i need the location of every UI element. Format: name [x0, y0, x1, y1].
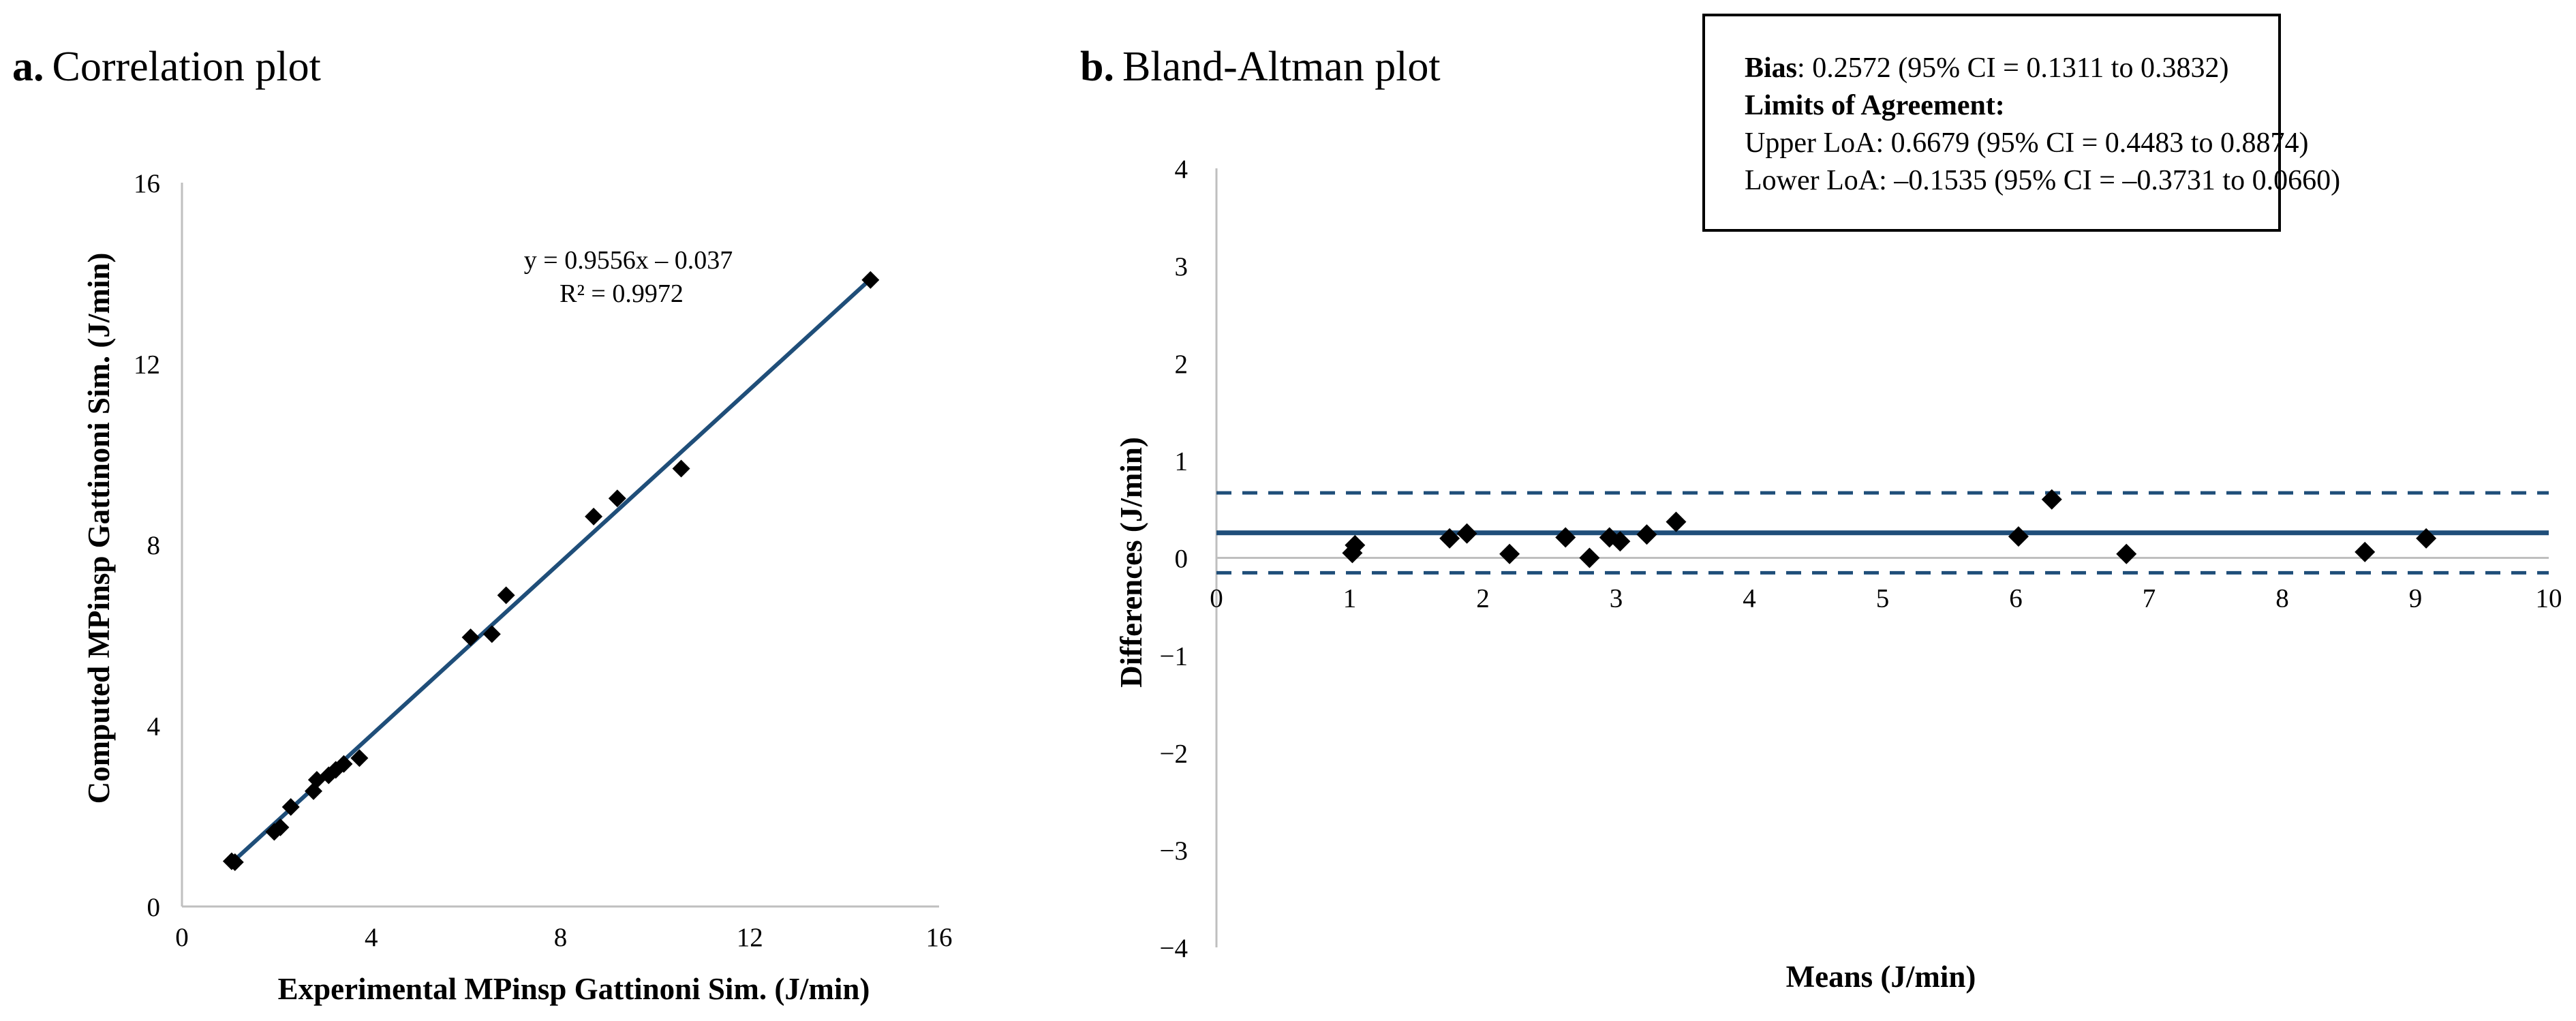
bland-altman-y-tick-label: 1 [1175, 447, 1189, 476]
bias-label: Bias [1745, 52, 1797, 84]
upper-loa-text: Upper LoA: 0.6679 (95% CI = 0.4483 to 0.… [1745, 127, 2308, 159]
loa-heading: Limits of Agreement: [1745, 90, 2005, 121]
bland-altman-point [1439, 528, 1460, 549]
panel-a-heading: a. Correlation plot [12, 44, 321, 90]
correlation-point [226, 853, 244, 871]
bland-altman-point [1456, 523, 1477, 544]
bland-altman-y-axis-title: Differences (J/min) [1114, 437, 1148, 688]
bland-altman-x-axis-title: Means (J/min) [1786, 960, 1976, 994]
correlation-y-tick-label: 8 [147, 531, 161, 560]
correlation-y-axis-title: Computed MPinsp Gattinoni Sim. (J/min) [82, 253, 116, 804]
bland-altman-point [1499, 543, 1520, 564]
panel-a-letter: a. [12, 44, 44, 90]
correlation-x-tick-label: 4 [365, 923, 378, 952]
bland-altman-x-tick-label: 2 [1476, 584, 1490, 613]
bland-altman-x-tick-label: 3 [1610, 584, 1623, 613]
correlation-point [461, 628, 480, 647]
correlation-point [585, 507, 603, 525]
bland-altman-y-tick-label: −1 [1160, 641, 1189, 671]
correlation-point [350, 749, 369, 767]
bland-altman-point [2355, 541, 2376, 562]
bland-altman-point [2116, 543, 2137, 564]
correlation-y-tick-labels: 0 4 8 12 16 [134, 169, 160, 922]
correlation-x-axis-title: Experimental MPinsp Gattinoni Sim. (J/mi… [278, 972, 870, 1006]
correlation-point [861, 271, 880, 289]
bland-altman-point [1345, 534, 1366, 555]
correlation-points [222, 271, 880, 871]
bland-altman-x-tick-label: 9 [2409, 584, 2423, 613]
bland-altman-x-tick-label: 0 [1210, 584, 1223, 613]
bland-altman-point [1610, 531, 1631, 552]
panel-b-letter: b. [1080, 44, 1114, 90]
bland-altman-x-tick-label: 7 [2143, 584, 2156, 613]
bland-altman-y-tick-label: −2 [1160, 739, 1189, 768]
correlation-x-tick-label: 8 [554, 923, 568, 952]
correlation-x-tick-label: 12 [737, 923, 763, 952]
correlation-y-tick-label: 0 [147, 893, 161, 922]
bland-altman-x-tick-label: 10 [2536, 584, 2562, 613]
bland-altman-point [2416, 528, 2437, 549]
correlation-point [608, 489, 626, 508]
bland-altman-points [1342, 489, 2437, 568]
correlation-y-tick-label: 4 [147, 712, 161, 742]
bland-altman-x-tick-labels: 0 1 2 3 4 5 6 7 8 9 10 [1210, 584, 2562, 613]
correlation-chart: 0 4 8 12 16 0 4 8 12 16 y = 0.9556x – 0.037 R² =… [82, 169, 953, 1006]
correlation-point [482, 625, 501, 643]
bland-altman-y-tick-label: 4 [1175, 155, 1189, 184]
stats-box-border [1702, 14, 2281, 232]
correlation-point [497, 586, 515, 605]
trendline-equation: y = 0.9556x – 0.037 [524, 246, 733, 275]
bland-altman-x-tick-label: 1 [1343, 584, 1357, 613]
correlation-point [281, 797, 300, 816]
bland-altman-point [1579, 547, 1600, 568]
bland-altman-y-tick-label: 3 [1175, 252, 1189, 281]
bland-altman-x-tick-label: 5 [1876, 584, 1890, 613]
bias-value: : 0.2572 (95% CI = 0.1311 to 0.3832) [1797, 52, 2228, 84]
bland-altman-point [2041, 489, 2062, 510]
agreement-stats-box: Bias: 0.2572 (95% CI = 0.1311 to 0.3832)… [1702, 14, 2340, 232]
bland-altman-y-tick-label: −3 [1160, 836, 1189, 866]
bland-altman-y-tick-label: −4 [1160, 934, 1189, 963]
bland-altman-x-tick-label: 8 [2275, 584, 2289, 613]
bland-altman-x-tick-label: 4 [1743, 584, 1756, 613]
r-squared-label: R² = 0.9972 [559, 279, 684, 308]
bland-altman-point [1636, 524, 1657, 545]
bland-altman-point [1666, 511, 1687, 532]
bland-altman-y-tick-labels: 4 3 2 1 0 −1 −2 −3 −4 [1160, 155, 1189, 963]
correlation-x-tick-label: 16 [926, 923, 953, 952]
bias-line-text: Bias: 0.2572 (95% CI = 0.1311 to 0.3832) [1745, 52, 2228, 84]
bland-altman-point [2008, 526, 2029, 547]
bland-altman-y-tick-label: 2 [1175, 350, 1189, 379]
correlation-point [335, 755, 353, 773]
panel-b-title: Bland-Altman plot [1122, 44, 1441, 90]
panel-a-title: Correlation plot [52, 44, 321, 90]
correlation-y-tick-label: 16 [134, 169, 160, 198]
lower-loa-text: Lower LoA: –0.1535 (95% CI = –0.3731 to … [1745, 165, 2340, 196]
panel-b-heading: b. Bland-Altman plot [1080, 44, 1441, 90]
correlation-y-tick-label: 12 [134, 350, 160, 380]
bland-altman-point [1555, 527, 1576, 548]
correlation-x-tick-label: 0 [175, 923, 189, 952]
bland-altman-y-tick-label: 0 [1175, 545, 1189, 574]
correlation-point [672, 459, 690, 478]
correlation-point [271, 818, 290, 836]
bland-altman-x-tick-label: 6 [2009, 584, 2023, 613]
correlation-x-tick-labels: 0 4 8 12 16 [175, 923, 952, 952]
